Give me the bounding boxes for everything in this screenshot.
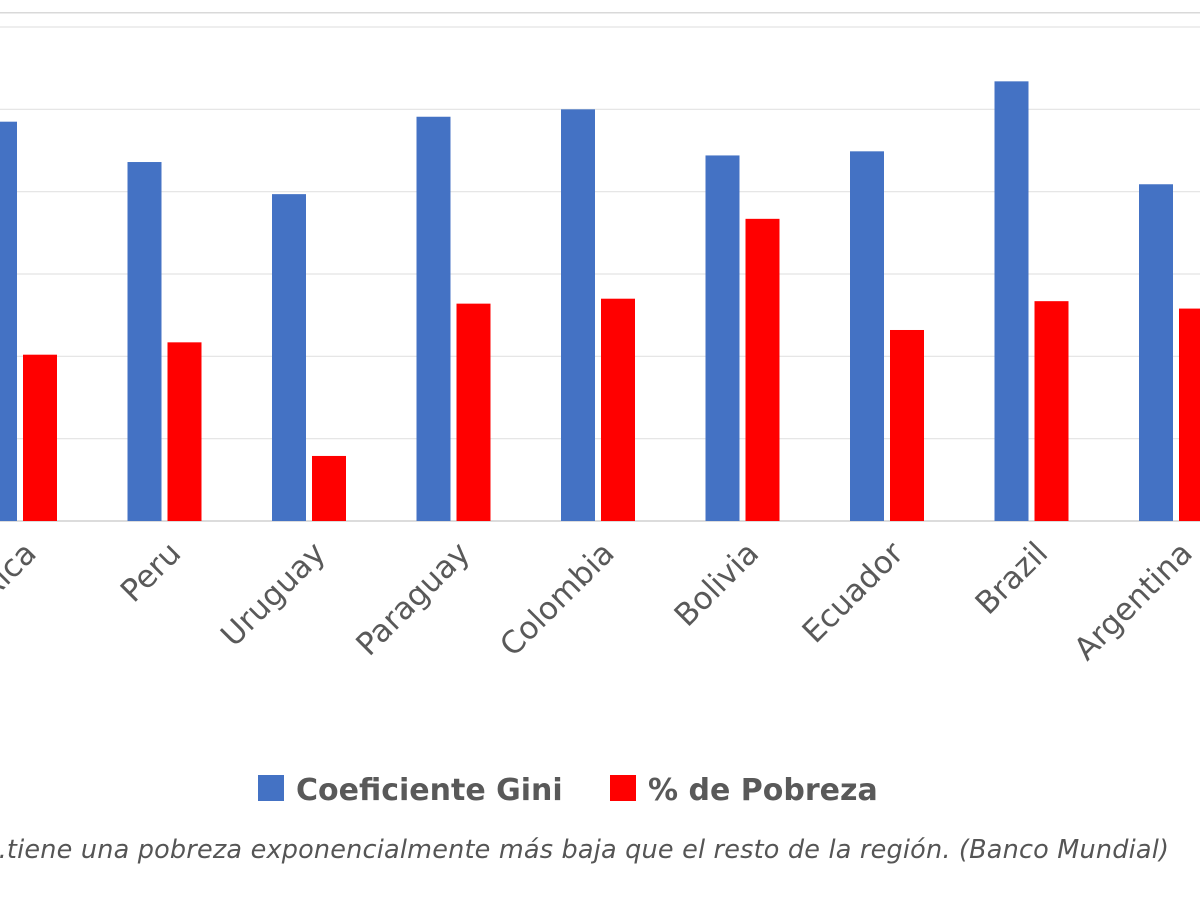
bar-gini-colombia bbox=[561, 109, 595, 521]
legend-swatch-pobreza bbox=[610, 775, 636, 801]
bar-gini-peru bbox=[127, 162, 162, 521]
bar-gini-ecuador bbox=[850, 151, 884, 521]
legend: Coeficiente Gini % de Pobreza bbox=[258, 773, 878, 808]
chart-border-top bbox=[0, 12, 1200, 14]
bar-pobreza-uruguay bbox=[312, 455, 346, 521]
bar-pobreza-bolivia bbox=[745, 218, 780, 521]
bar-pobreza-costa-rica bbox=[23, 354, 57, 521]
bars bbox=[0, 81, 1200, 522]
bar-pobreza-ecuador bbox=[890, 329, 924, 521]
x-tick-label: Costa Rica bbox=[0, 535, 44, 676]
bar-pobreza-brazil bbox=[1034, 301, 1069, 521]
bar-pobreza-argentina bbox=[1179, 308, 1200, 521]
x-tick-label: Paraguay bbox=[349, 535, 477, 663]
x-tick-label: Bolivia bbox=[668, 535, 767, 634]
bar-pobreza-colombia bbox=[601, 298, 635, 521]
legend-swatch-gini bbox=[258, 775, 284, 801]
legend-label-pobreza: % de Pobreza bbox=[648, 773, 878, 808]
x-tick-label: Uruguay bbox=[214, 535, 333, 654]
bar-gini-uruguay bbox=[272, 194, 306, 522]
x-tick-label: Peru bbox=[114, 535, 188, 609]
bar-pobreza-peru bbox=[167, 342, 202, 521]
bar-pobreza-paraguay bbox=[456, 303, 491, 521]
bar-gini-paraguay bbox=[416, 116, 451, 521]
legend-label-gini: Coeficiente Gini bbox=[296, 773, 563, 808]
bar-gini-argentina bbox=[1139, 184, 1173, 522]
bar-gini-costa-rica bbox=[0, 121, 17, 521]
x-tick-label: Colombia bbox=[493, 535, 621, 663]
bar-gini-bolivia bbox=[705, 155, 740, 521]
x-tick-label: Brazil bbox=[969, 535, 1056, 622]
figure-caption: ...tiene una pobreza exponencialmente má… bbox=[0, 835, 1170, 865]
x-tick-label: Ecuador bbox=[796, 535, 911, 650]
x-tick-label: Argentina bbox=[1067, 535, 1199, 667]
bar-gini-brazil bbox=[994, 81, 1029, 521]
